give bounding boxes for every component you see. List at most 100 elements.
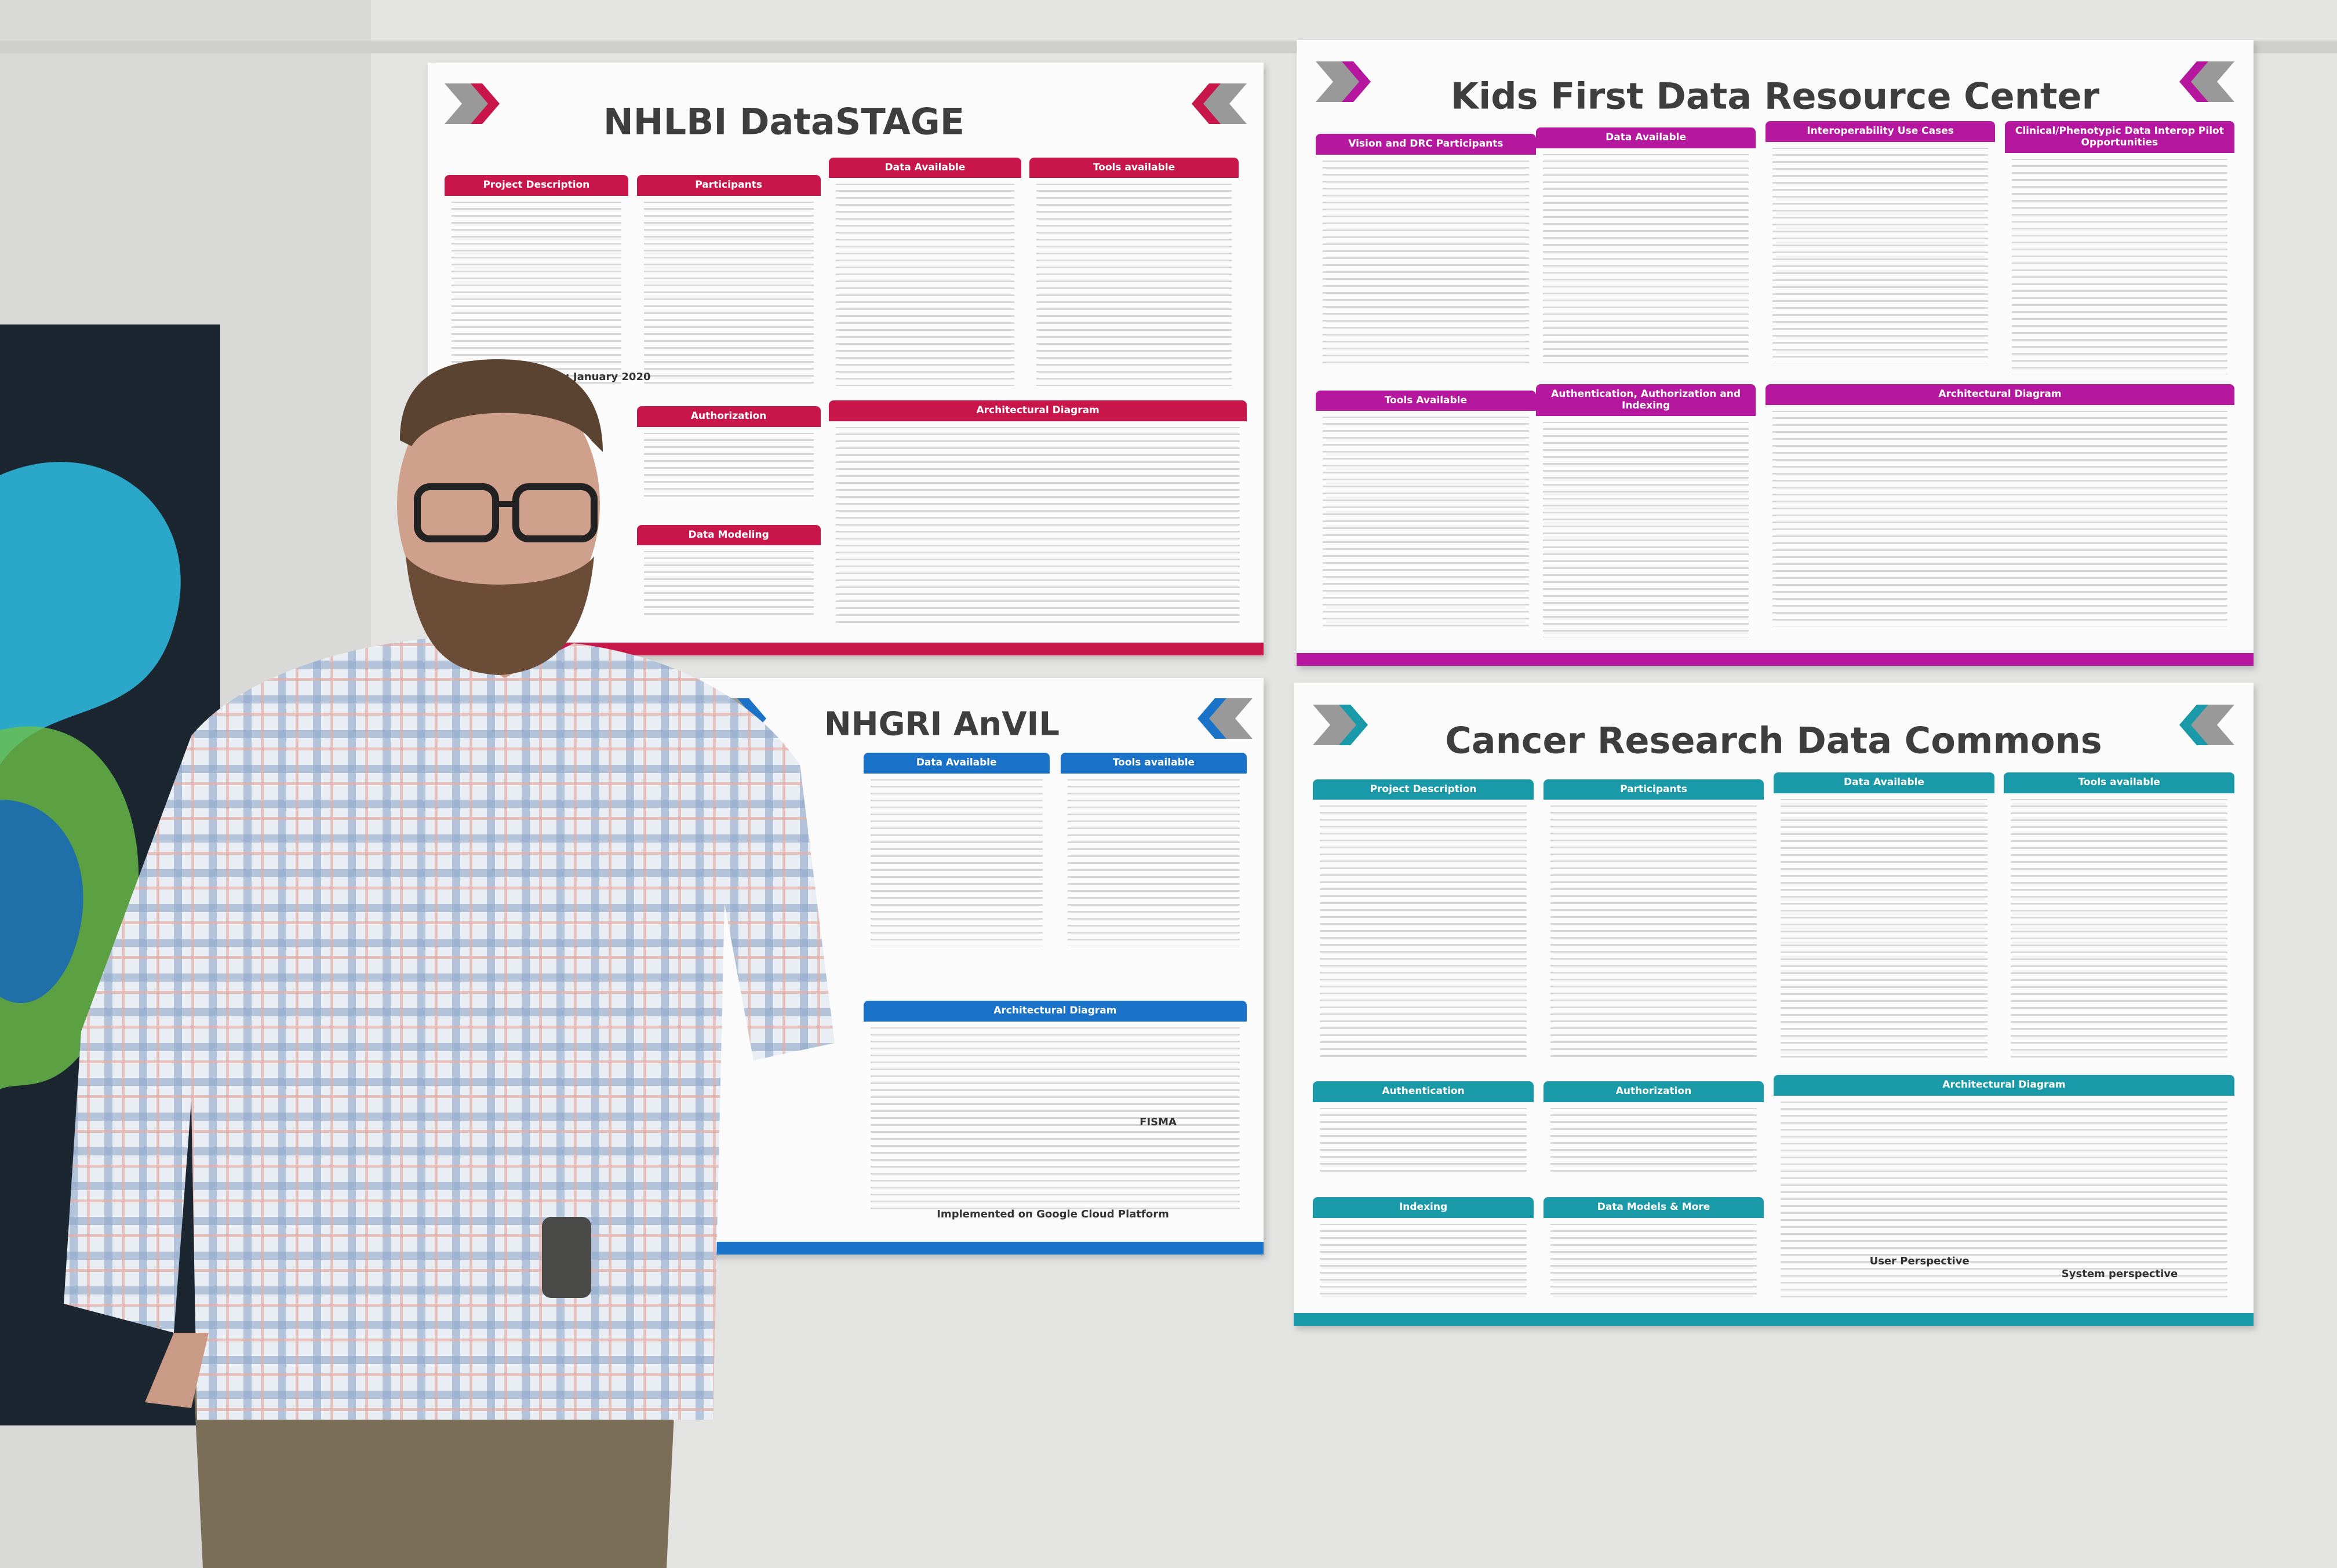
poster-title: NHLBI DataSTAGE (603, 100, 965, 143)
section-header: Data Available (1774, 772, 1994, 793)
poster-section: Tools Available (1316, 390, 1536, 635)
section-body (2004, 793, 2234, 1066)
poster-section: Architectural Diagram (1765, 384, 2234, 635)
poster-section: Data Modeling (636, 524, 821, 626)
section-header: Project Description (444, 175, 629, 196)
poster-stripe (428, 643, 1264, 655)
section-header: Participants (636, 175, 821, 196)
poster-section: Data Available (863, 753, 1050, 954)
chevron-icon (1197, 698, 1253, 739)
section-header: Interoperability Use Cases (1765, 121, 1996, 142)
section-body (1536, 148, 1756, 369)
chevron-icon (1316, 61, 1371, 102)
poster-note: FISMA (1140, 1116, 1177, 1129)
poster-section: Tools available (1061, 753, 1247, 954)
poster-section: Interoperability Use Cases (1765, 121, 1996, 371)
poster-section: Authorization (1543, 1081, 1764, 1184)
poster-note: Implemented on Google Cloud Platform (937, 1208, 1169, 1221)
chevron-icon (2179, 704, 2234, 745)
chevron-icon (444, 83, 500, 124)
section-body (637, 427, 821, 505)
section-body (1536, 416, 1756, 643)
poster-section: Authorization (636, 406, 821, 507)
section-body (1316, 155, 1536, 369)
section-body (864, 1022, 1247, 1217)
poster-section: Project Description (444, 175, 629, 395)
section-header: Data Available (829, 157, 1021, 178)
section-body (1316, 411, 1536, 632)
section-body (1766, 405, 2234, 632)
poster-note: System perspective (2061, 1268, 2178, 1281)
section-header: Data Available (1535, 127, 1756, 148)
poster-section: Data Available (1535, 127, 1756, 371)
section-header: Architectural Diagram (1765, 384, 2234, 405)
section-header: Tools available (1061, 753, 1247, 774)
chevron-icon (1192, 83, 1247, 124)
section-body (829, 421, 1247, 629)
section-body (1313, 800, 1534, 1066)
poster-title: Cancer Research Data Commons (1445, 719, 2102, 762)
poster-section: Data Available (1774, 772, 1994, 1069)
poster-section: Tools available (1029, 157, 1239, 395)
section-header: Architectural Diagram (863, 1001, 1247, 1022)
section-header: Authentication, Authorization and Indexi… (1535, 384, 1756, 417)
section-body (1766, 142, 1995, 369)
poster-section: Project Description (1313, 779, 1534, 1069)
poster-section: Participants (1543, 779, 1764, 1069)
poster-section: Authentication, Authorization and Indexi… (1535, 384, 1756, 638)
section-body (1029, 178, 1239, 392)
poster-section: Vision and DRC Participants (1316, 134, 1536, 371)
poster-title: NHGRI AnVIL (824, 705, 1060, 743)
section-header: Clinical/Phenotypic Data Interop Pilot O… (2004, 121, 2234, 154)
section-header: Authorization (1543, 1081, 1764, 1102)
section-header: Indexing (1313, 1197, 1534, 1218)
section-body (1544, 1218, 1764, 1304)
poster-section: Clinical/Phenotypic Data Interop Pilot O… (2004, 121, 2234, 375)
section-body (1544, 800, 1764, 1066)
poster-section: Architectural Diagram (829, 400, 1247, 632)
section-body (1313, 1102, 1534, 1182)
section-body (1774, 1096, 2234, 1304)
poster-stripe (700, 1242, 1264, 1255)
poster-section: Participants (636, 175, 821, 395)
section-body (2005, 153, 2234, 380)
section-header: Data Available (863, 753, 1050, 774)
poster-title: Kids First Data Resource Center (1450, 75, 2100, 118)
section-body (637, 196, 821, 392)
section-header: Tools available (2004, 772, 2234, 793)
poster-section: Authentication (1313, 1081, 1534, 1184)
section-body (1544, 1102, 1764, 1182)
section-header: Data Models & More (1543, 1197, 1764, 1218)
section-header: Architectural Diagram (829, 400, 1247, 421)
section-header: Tools available (1029, 157, 1239, 178)
section-header: Architectural Diagram (1774, 1075, 2234, 1096)
section-header: Data Modeling (636, 524, 821, 546)
section-body (445, 196, 628, 392)
section-body (1313, 1218, 1534, 1304)
poster-section: Tools available (2004, 772, 2234, 1069)
poster: Kids First Data Resource Center Vision an… (1297, 40, 2254, 666)
poster-section: Architectural Diagram (863, 1001, 1247, 1220)
section-header: Authorization (636, 406, 821, 427)
chevron-icon (1313, 704, 1368, 745)
poster-section: Indexing (1313, 1197, 1534, 1307)
poster: Cancer Research Data Commons Project Desc… (1294, 683, 2254, 1326)
section-header: Authentication (1313, 1081, 1534, 1102)
chevron-icon (2179, 61, 2234, 102)
poster-section: Data Available (829, 157, 1021, 395)
poster-section: Architectural Diagram (1774, 1075, 2234, 1307)
section-body (864, 774, 1050, 952)
section-header: Vision and DRC Participants (1316, 134, 1536, 155)
section-header: Participants (1543, 779, 1764, 800)
section-body (829, 178, 1021, 392)
section-header: Tools Available (1316, 390, 1536, 411)
poster-stripe (1294, 1313, 2254, 1326)
poster-note: User Perspective (1869, 1255, 1970, 1267)
section-body (637, 545, 821, 623)
section-header: Project Description (1313, 779, 1534, 800)
section-body (1774, 793, 1994, 1066)
poster-stripe (1297, 653, 2254, 666)
poster-section: Data Models & More (1543, 1197, 1764, 1307)
